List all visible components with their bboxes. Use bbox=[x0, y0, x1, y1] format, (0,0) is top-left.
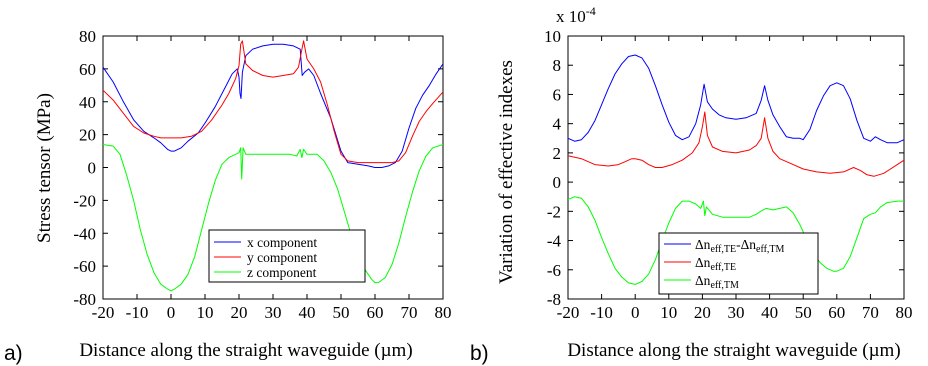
x-tick-label: 70 bbox=[401, 303, 418, 322]
series-line-b-2 bbox=[567, 196, 904, 285]
y-tick-label: -2 bbox=[547, 202, 561, 221]
x-tick-label: -10 bbox=[126, 303, 149, 322]
x-tick-label: 70 bbox=[862, 303, 879, 322]
x-tick-label: 0 bbox=[167, 303, 176, 322]
y-tick-label: 8 bbox=[553, 56, 562, 75]
y-tick-label: -20 bbox=[73, 191, 96, 210]
legend-label-z-component: z component bbox=[247, 265, 317, 280]
x-tick-label: -20 bbox=[92, 303, 115, 322]
x-tick-label: -10 bbox=[590, 303, 613, 322]
x-tick-label: 80 bbox=[435, 303, 452, 322]
x-tick-label: 40 bbox=[299, 303, 316, 322]
x-tick-label: 0 bbox=[631, 303, 640, 322]
x-tick-label: -20 bbox=[557, 303, 580, 322]
legend-label-te: Δneff,TE bbox=[695, 255, 736, 273]
series-group-a bbox=[102, 40, 444, 292]
legend-label-y-component: y component bbox=[247, 250, 317, 265]
x-tick-label: 80 bbox=[896, 303, 913, 322]
y-tick-label: -8 bbox=[547, 290, 561, 309]
x-tick-label: 30 bbox=[728, 303, 745, 322]
legend-b: Δneff,TE-Δneff,TM Δneff,TE Δneff,TM bbox=[658, 232, 819, 295]
y-tick-label: -4 bbox=[547, 232, 562, 251]
y-tick-label: 2 bbox=[553, 144, 562, 163]
x-tick-label: 50 bbox=[333, 303, 350, 322]
x-tick-label: 20 bbox=[694, 303, 711, 322]
legend-label-te-minus-tm: Δneff,TE-Δneff,TM bbox=[695, 237, 785, 255]
x-tick-label: 50 bbox=[795, 303, 812, 322]
series-line-a-1 bbox=[102, 40, 444, 164]
y-tick-label: 0 bbox=[553, 173, 562, 192]
y-tick-label: 20 bbox=[79, 126, 96, 145]
legend-box-a bbox=[208, 229, 366, 283]
y-tick-label: 6 bbox=[553, 85, 562, 104]
axis-ticks-a: -20 -10 0 10 20 30 40 50 60 70 80 -80 -60 -40 -20 0 20 40… bbox=[73, 27, 451, 322]
y-tick-label: -60 bbox=[73, 257, 96, 276]
y-axis-label-b: Variation of effective indexes bbox=[496, 60, 517, 284]
y-tick-label: 60 bbox=[79, 60, 96, 79]
series-line-a-0 bbox=[102, 43, 444, 168]
x-tick-label: 10 bbox=[197, 303, 214, 322]
y-tick-label: -80 bbox=[73, 290, 96, 309]
x-tick-label: 30 bbox=[265, 303, 282, 322]
y-axis-label-a: Stress tensor (MPa) bbox=[34, 93, 55, 243]
y-tick-label: -6 bbox=[547, 261, 561, 280]
series-line-b-0 bbox=[567, 54, 905, 144]
series-group-b bbox=[567, 54, 905, 285]
chart-stress-tensor: -20 -10 0 10 20 30 40 50 60 70 80 -80 -60 -40 -20 0 20 40… bbox=[4, 27, 452, 365]
y-tick-label: 4 bbox=[553, 115, 562, 134]
y-multiplier-b: x 10-4 bbox=[556, 4, 596, 26]
x-tick-label: 40 bbox=[761, 303, 778, 322]
x-axis-label-b: Distance along the straight waveguide (µ… bbox=[567, 340, 900, 361]
legend-label-x-component: x component bbox=[247, 235, 317, 250]
y-tick-label: 10 bbox=[544, 27, 561, 46]
x-tick-label: 60 bbox=[367, 303, 384, 322]
panel-label-a: a) bbox=[4, 342, 23, 365]
legend-a: x component y component z component bbox=[208, 229, 366, 283]
y-multiplier-exponent: -4 bbox=[586, 4, 596, 18]
y-tick-label: 40 bbox=[79, 93, 96, 112]
x-tick-label: 20 bbox=[231, 303, 248, 322]
x-axis-label-a: Distance along the straight waveguide (µ… bbox=[79, 340, 412, 361]
legend-box-b bbox=[658, 232, 819, 295]
series-line-b-1 bbox=[567, 111, 905, 177]
x-tick-label: 60 bbox=[828, 303, 845, 322]
y-tick-label: -40 bbox=[73, 224, 96, 243]
y-tick-label: 80 bbox=[79, 27, 96, 46]
legend-label-tm: Δneff,TM bbox=[695, 273, 739, 291]
panel-label-b: b) bbox=[470, 342, 489, 365]
y-tick-label: 0 bbox=[88, 159, 97, 178]
x-tick-label: 10 bbox=[660, 303, 677, 322]
series-line-a-2 bbox=[102, 144, 444, 292]
